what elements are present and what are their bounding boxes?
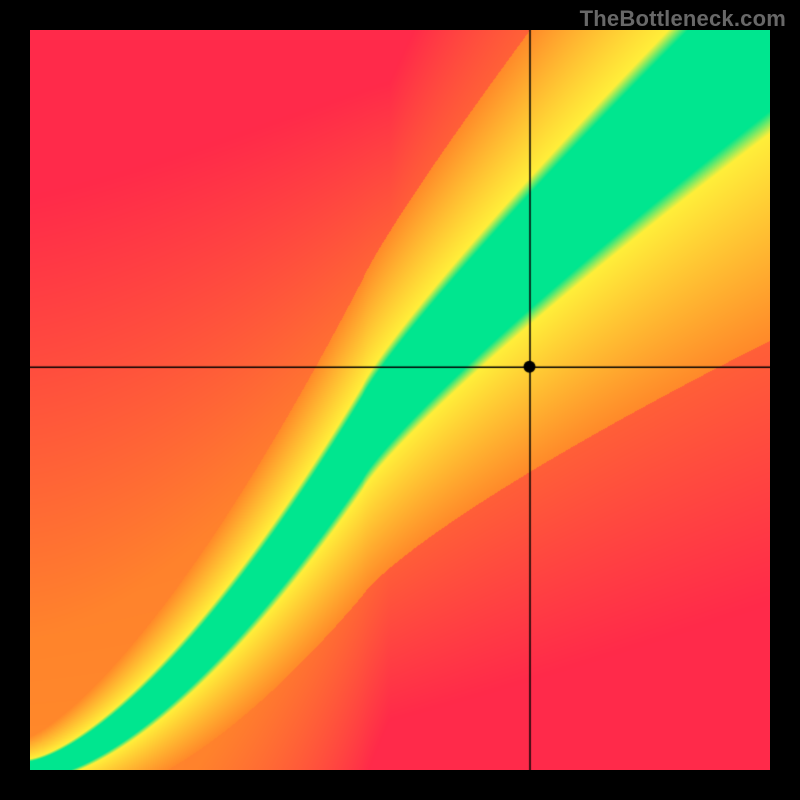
watermark-label: TheBottleneck.com bbox=[580, 6, 786, 32]
chart-container: { "watermark": "TheBottleneck.com", "hea… bbox=[0, 0, 800, 800]
bottleneck-heatmap bbox=[30, 30, 770, 770]
